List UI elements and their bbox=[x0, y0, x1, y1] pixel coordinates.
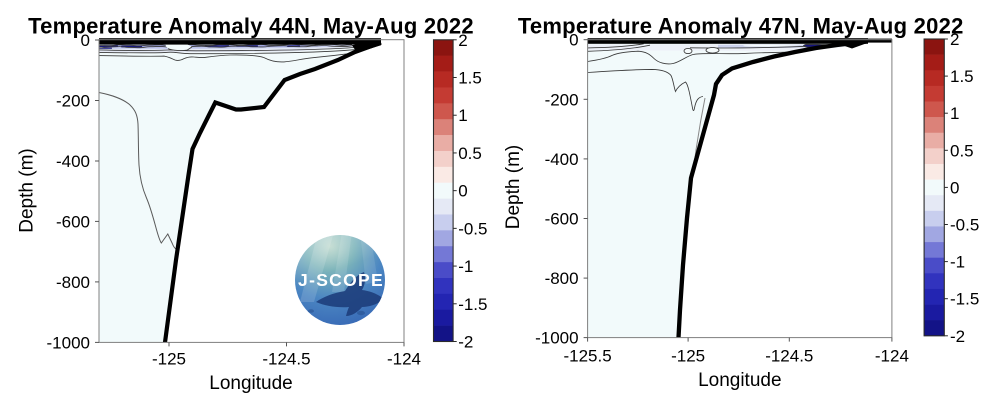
svg-text:J-SCOPE: J-SCOPE bbox=[298, 270, 384, 290]
svg-text:0: 0 bbox=[950, 178, 959, 197]
svg-text:-1.5: -1.5 bbox=[458, 295, 487, 314]
svg-text:-1000: -1000 bbox=[47, 333, 90, 352]
svg-text:-125: -125 bbox=[671, 347, 705, 366]
svg-text:-400: -400 bbox=[545, 150, 579, 169]
svg-text:-600: -600 bbox=[56, 212, 90, 231]
svg-text:-124.5: -124.5 bbox=[765, 347, 813, 366]
svg-text:-125.5: -125.5 bbox=[563, 347, 611, 366]
svg-text:-124: -124 bbox=[875, 347, 909, 366]
svg-text:2: 2 bbox=[950, 30, 959, 49]
svg-text:0: 0 bbox=[81, 31, 90, 50]
svg-text:2: 2 bbox=[458, 31, 467, 50]
svg-text:-200: -200 bbox=[545, 90, 579, 109]
svg-text:0.5: 0.5 bbox=[458, 144, 482, 163]
svg-text:-600: -600 bbox=[545, 210, 579, 229]
svg-text:Longitude: Longitude bbox=[209, 373, 292, 394]
svg-text:1.5: 1.5 bbox=[950, 67, 974, 86]
svg-text:-800: -800 bbox=[56, 273, 90, 292]
svg-text:Longitude: Longitude bbox=[698, 370, 781, 391]
svg-text:-200: -200 bbox=[56, 92, 90, 111]
svg-text:-400: -400 bbox=[56, 152, 90, 171]
svg-text:0.5: 0.5 bbox=[950, 141, 974, 160]
svg-text:-1: -1 bbox=[458, 257, 473, 276]
svg-text:-1000: -1000 bbox=[535, 329, 578, 348]
svg-text:-124.5: -124.5 bbox=[262, 350, 310, 369]
svg-text:-1: -1 bbox=[950, 253, 965, 272]
svg-text:1: 1 bbox=[458, 106, 467, 125]
svg-text:-2: -2 bbox=[458, 333, 473, 352]
svg-text:Temperature Anomaly 44N, May-A: Temperature Anomaly 44N, May-Aug 2022 bbox=[28, 14, 474, 39]
svg-text:-2: -2 bbox=[950, 327, 965, 346]
svg-text:Depth (m): Depth (m) bbox=[17, 148, 38, 232]
svg-text:-1.5: -1.5 bbox=[950, 290, 979, 309]
svg-text:-800: -800 bbox=[545, 269, 579, 288]
svg-text:0: 0 bbox=[458, 182, 467, 201]
svg-text:1.5: 1.5 bbox=[458, 69, 482, 88]
svg-text:-0.5: -0.5 bbox=[458, 219, 487, 238]
svg-text:-124: -124 bbox=[387, 350, 421, 369]
svg-text:0: 0 bbox=[569, 31, 578, 50]
svg-text:-125: -125 bbox=[152, 350, 186, 369]
svg-text:-0.5: -0.5 bbox=[950, 216, 979, 235]
svg-text:Depth (m): Depth (m) bbox=[503, 145, 524, 229]
svg-text:Temperature Anomaly 47N, May-A: Temperature Anomaly 47N, May-Aug 2022 bbox=[518, 14, 964, 39]
svg-text:1: 1 bbox=[950, 104, 959, 123]
